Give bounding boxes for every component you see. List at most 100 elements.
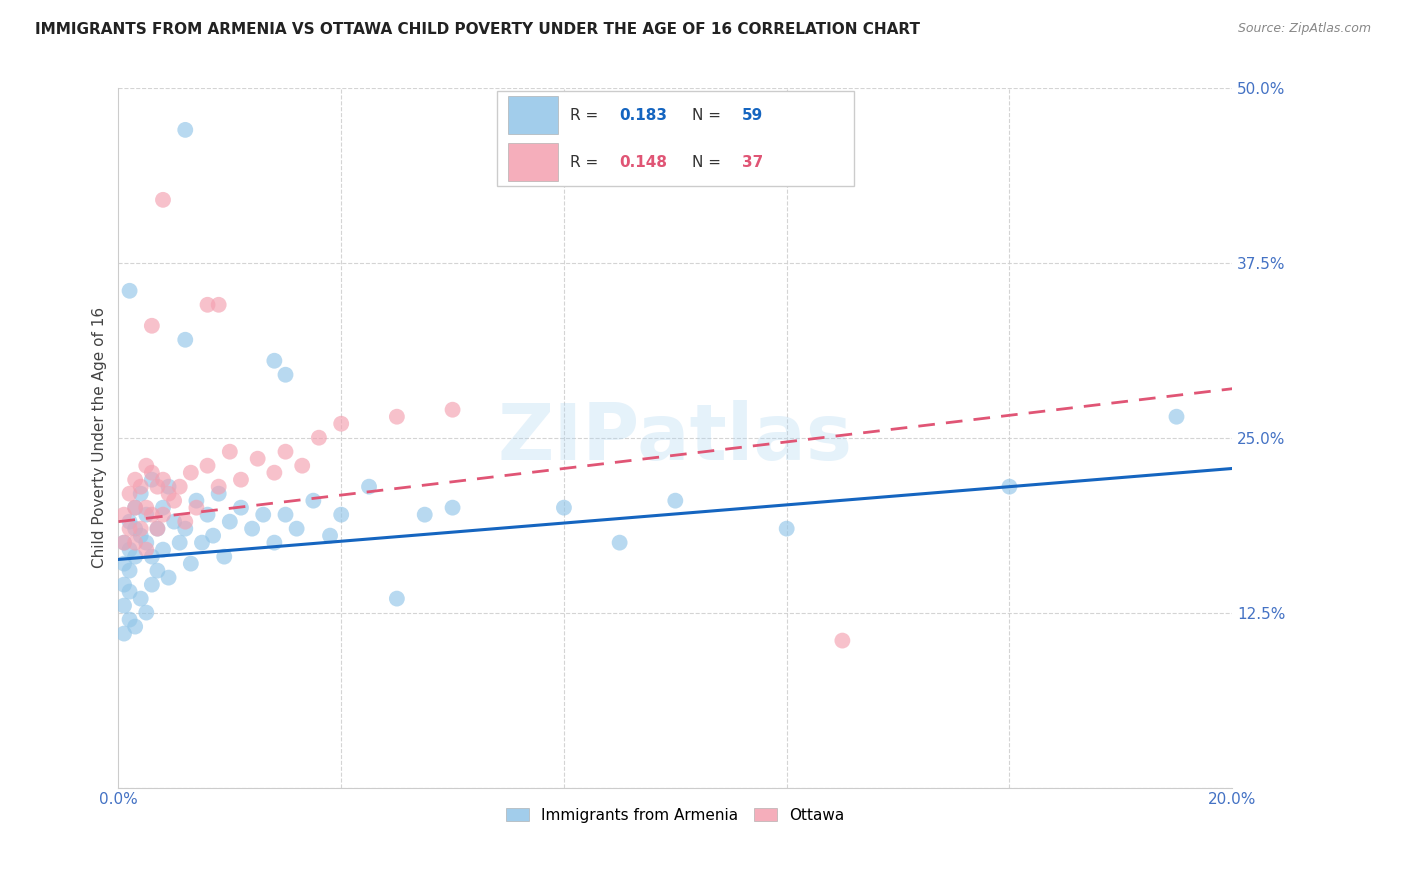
Text: 59: 59 bbox=[742, 108, 763, 122]
Point bbox=[112, 535, 135, 549]
Point bbox=[157, 571, 180, 585]
Point bbox=[141, 318, 163, 333]
Point bbox=[118, 564, 141, 578]
Point bbox=[357, 480, 380, 494]
Point bbox=[208, 486, 231, 500]
Point bbox=[180, 466, 202, 480]
Point bbox=[129, 528, 152, 542]
Point bbox=[129, 480, 152, 494]
Point bbox=[218, 444, 240, 458]
Point bbox=[263, 466, 285, 480]
Text: ZIPatlas: ZIPatlas bbox=[498, 400, 853, 475]
Point bbox=[664, 493, 686, 508]
Point bbox=[308, 431, 330, 445]
Point bbox=[141, 466, 163, 480]
Point bbox=[246, 451, 269, 466]
Point bbox=[141, 549, 163, 564]
Point bbox=[274, 444, 297, 458]
Point bbox=[129, 522, 152, 536]
Text: N =: N = bbox=[692, 154, 725, 169]
Point bbox=[135, 500, 157, 515]
Point bbox=[118, 613, 141, 627]
Point bbox=[609, 535, 631, 549]
Point bbox=[163, 515, 186, 529]
Point bbox=[274, 368, 297, 382]
Point bbox=[146, 480, 169, 494]
Point bbox=[218, 515, 240, 529]
Point bbox=[141, 473, 163, 487]
Point bbox=[174, 522, 197, 536]
Point bbox=[240, 522, 263, 536]
Point bbox=[152, 473, 174, 487]
Point bbox=[330, 508, 353, 522]
Point bbox=[146, 564, 169, 578]
Point bbox=[197, 298, 219, 312]
Point bbox=[208, 480, 231, 494]
Point bbox=[285, 522, 308, 536]
Point bbox=[291, 458, 314, 473]
Point bbox=[330, 417, 353, 431]
Point bbox=[186, 500, 208, 515]
Text: 0.183: 0.183 bbox=[620, 108, 668, 122]
Point bbox=[135, 508, 157, 522]
Text: R =: R = bbox=[569, 154, 603, 169]
Point bbox=[212, 549, 235, 564]
Point bbox=[124, 500, 146, 515]
Point bbox=[124, 549, 146, 564]
Point bbox=[776, 522, 799, 536]
Point bbox=[263, 353, 285, 368]
Point bbox=[553, 500, 575, 515]
Point bbox=[174, 515, 197, 529]
Point bbox=[831, 633, 853, 648]
FancyBboxPatch shape bbox=[508, 95, 558, 135]
Point bbox=[152, 508, 174, 522]
Point bbox=[169, 480, 191, 494]
Point bbox=[191, 535, 214, 549]
Text: R =: R = bbox=[569, 108, 603, 122]
Point bbox=[118, 522, 141, 536]
Point bbox=[112, 626, 135, 640]
Point bbox=[118, 284, 141, 298]
Point bbox=[413, 508, 436, 522]
Point bbox=[146, 522, 169, 536]
Point bbox=[141, 508, 163, 522]
Point bbox=[124, 535, 146, 549]
Point bbox=[441, 500, 464, 515]
Point bbox=[174, 333, 197, 347]
Point bbox=[208, 298, 231, 312]
Point bbox=[118, 515, 141, 529]
Point bbox=[385, 409, 408, 424]
Point bbox=[169, 535, 191, 549]
Point bbox=[263, 535, 285, 549]
Point bbox=[118, 542, 141, 557]
Point bbox=[135, 458, 157, 473]
Point bbox=[385, 591, 408, 606]
Y-axis label: Child Poverty Under the Age of 16: Child Poverty Under the Age of 16 bbox=[93, 307, 107, 568]
Point bbox=[174, 123, 197, 137]
Point bbox=[274, 508, 297, 522]
Text: 37: 37 bbox=[742, 154, 763, 169]
Point bbox=[124, 522, 146, 536]
Point bbox=[152, 500, 174, 515]
Point bbox=[163, 493, 186, 508]
Point bbox=[441, 402, 464, 417]
Point bbox=[112, 557, 135, 571]
Point bbox=[302, 493, 325, 508]
Point bbox=[1166, 409, 1188, 424]
Point bbox=[135, 606, 157, 620]
Point bbox=[129, 486, 152, 500]
Text: Source: ZipAtlas.com: Source: ZipAtlas.com bbox=[1237, 22, 1371, 36]
Point bbox=[146, 522, 169, 536]
FancyBboxPatch shape bbox=[498, 91, 853, 186]
Point bbox=[157, 480, 180, 494]
Legend: Immigrants from Armenia, Ottawa: Immigrants from Armenia, Ottawa bbox=[501, 802, 851, 829]
Point bbox=[129, 591, 152, 606]
Text: IMMIGRANTS FROM ARMENIA VS OTTAWA CHILD POVERTY UNDER THE AGE OF 16 CORRELATION : IMMIGRANTS FROM ARMENIA VS OTTAWA CHILD … bbox=[35, 22, 920, 37]
Point bbox=[157, 486, 180, 500]
Point bbox=[124, 473, 146, 487]
Point bbox=[112, 577, 135, 591]
Point bbox=[118, 584, 141, 599]
Text: N =: N = bbox=[692, 108, 725, 122]
Point bbox=[186, 493, 208, 508]
Point bbox=[229, 500, 252, 515]
